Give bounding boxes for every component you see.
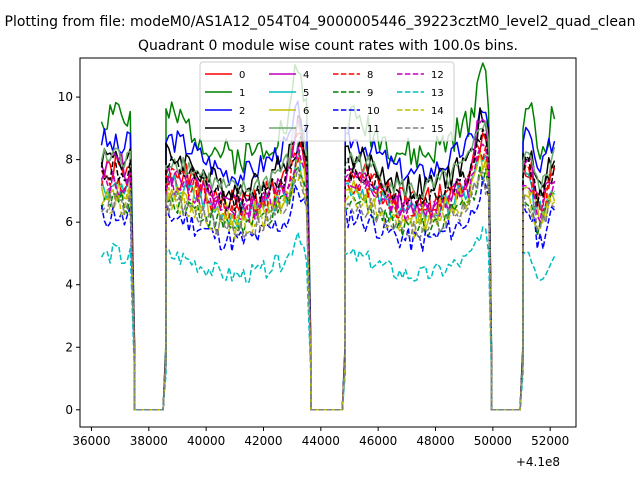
legend-box xyxy=(199,61,455,142)
x-tick-label: 48000 xyxy=(416,434,454,448)
legend-label-0: 0 xyxy=(239,70,245,81)
y-tick-label: 0 xyxy=(65,403,73,417)
legend-label-5: 5 xyxy=(303,88,309,99)
y-tick-label: 8 xyxy=(65,153,73,167)
legend-label-13: 13 xyxy=(431,88,444,99)
x-tick-label: 38000 xyxy=(130,434,168,448)
x-offset-label: +4.1e8 xyxy=(516,455,560,469)
y-tick-label: 2 xyxy=(65,340,73,354)
series-line-13 xyxy=(100,226,556,411)
y-tick-label: 6 xyxy=(65,215,73,229)
legend-label-6: 6 xyxy=(303,106,309,117)
x-tick-label: 42000 xyxy=(244,434,282,448)
x-tick-label: 46000 xyxy=(359,434,397,448)
x-tick-label: 36000 xyxy=(72,434,110,448)
legend-label-10: 10 xyxy=(367,106,380,117)
series-line-2 xyxy=(100,100,556,411)
series-line-8 xyxy=(100,141,556,411)
x-axis: 36000 38000 40000 42000 44000 46000 48000 50000… xyxy=(72,427,569,448)
series-line-15 xyxy=(100,166,555,411)
x-tick-label: 40000 xyxy=(187,434,225,448)
legend-label-11: 11 xyxy=(367,124,380,135)
series-line-9 xyxy=(100,164,555,411)
legend-label-8: 8 xyxy=(367,70,373,81)
legend-label-9: 9 xyxy=(367,88,373,99)
x-tick-label: 52000 xyxy=(531,434,569,448)
legend-label-7: 7 xyxy=(303,124,309,135)
y-tick-label: 10 xyxy=(58,90,73,104)
legend-label-1: 1 xyxy=(239,88,245,99)
x-tick-label: 44000 xyxy=(302,434,340,448)
legend-label-12: 12 xyxy=(431,70,444,81)
legend-label-15: 15 xyxy=(431,124,444,135)
legend-label-14: 14 xyxy=(431,106,444,117)
y-axis: 0 2 4 6 8 10 xyxy=(58,90,80,417)
series-line-12 xyxy=(100,143,556,411)
legend-label-4: 4 xyxy=(303,70,309,81)
series-layer xyxy=(100,62,556,411)
plot-frame xyxy=(79,57,577,428)
y-tick-label: 4 xyxy=(65,278,73,292)
legend-label-2: 2 xyxy=(239,106,245,117)
legend-label-3: 3 xyxy=(239,124,245,135)
window-title: Plotting from file: modeM0/AS1A12_054T04… xyxy=(5,14,636,30)
chart-title: Quadrant 0 module wise count rates with … xyxy=(138,38,518,54)
x-tick-label: 50000 xyxy=(474,434,512,448)
series-line-6 xyxy=(100,151,556,411)
series-line-14 xyxy=(100,165,556,411)
